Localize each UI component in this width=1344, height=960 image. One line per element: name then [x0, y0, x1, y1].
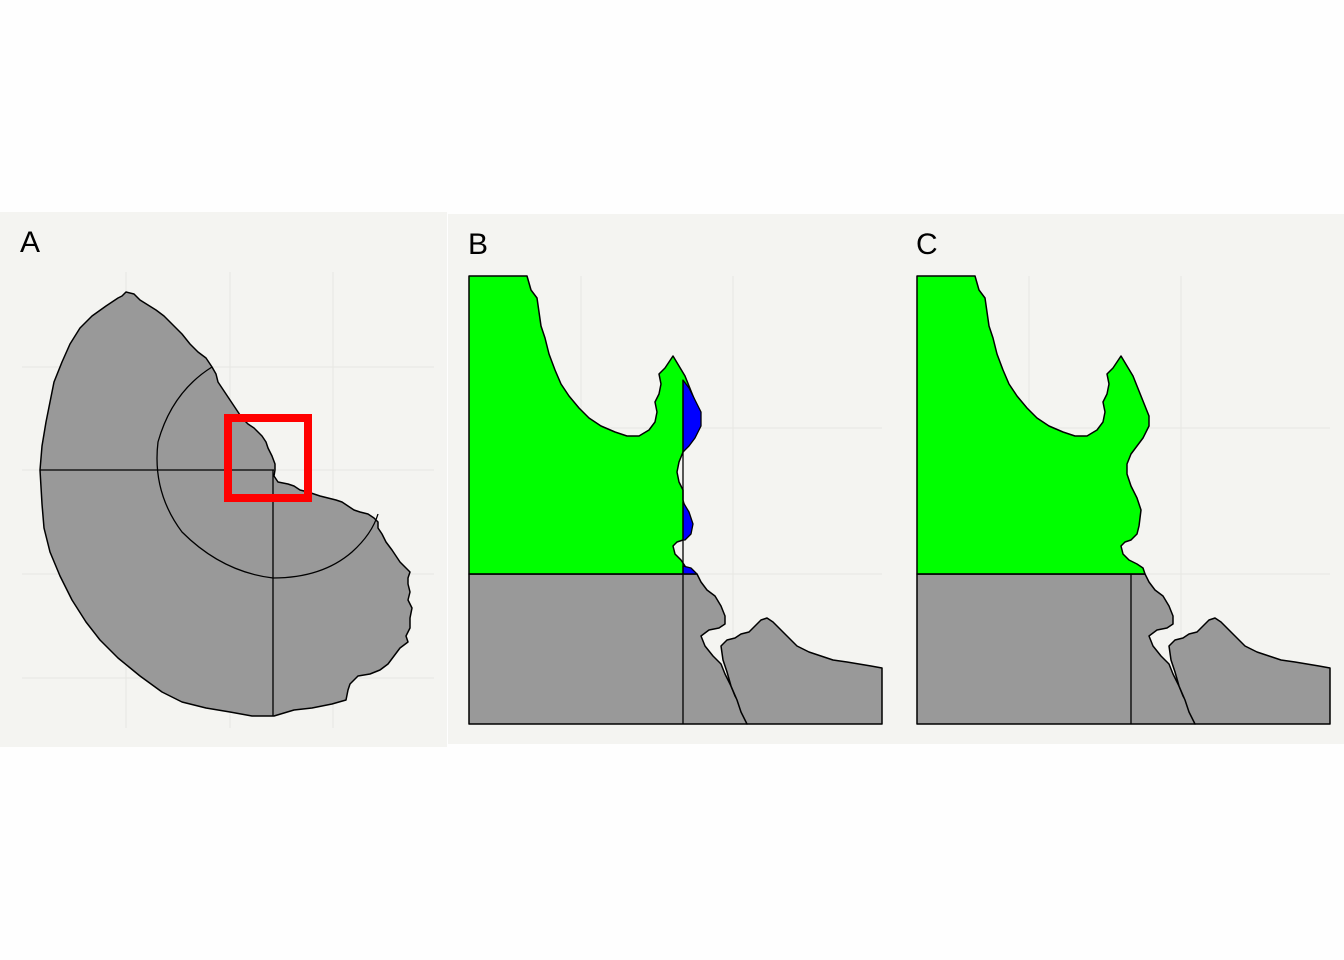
panel-label-c: C — [916, 228, 938, 261]
panel-a: A — [0, 212, 447, 747]
grey-region-east — [1168, 617, 1331, 725]
detail-map-c — [916, 275, 1331, 725]
blue-overlap-middle — [682, 501, 694, 541]
panel-label-a: A — [20, 226, 41, 259]
grey-region — [916, 573, 1196, 725]
inset-box — [224, 414, 312, 502]
zone-boundaries — [40, 366, 379, 716]
grey-region — [468, 573, 748, 725]
detail-map-b — [468, 275, 883, 725]
panel-label-b: B — [468, 228, 489, 261]
blue-overlap-lower — [682, 565, 698, 575]
grey-region-east — [720, 617, 883, 725]
green-region — [916, 275, 1150, 575]
panel-b: B — [448, 214, 896, 744]
green-region — [468, 275, 700, 575]
blue-overlap-upper — [682, 379, 702, 453]
overview-map — [22, 272, 434, 728]
panel-c: C — [896, 214, 1344, 744]
region-outline — [39, 291, 413, 717]
